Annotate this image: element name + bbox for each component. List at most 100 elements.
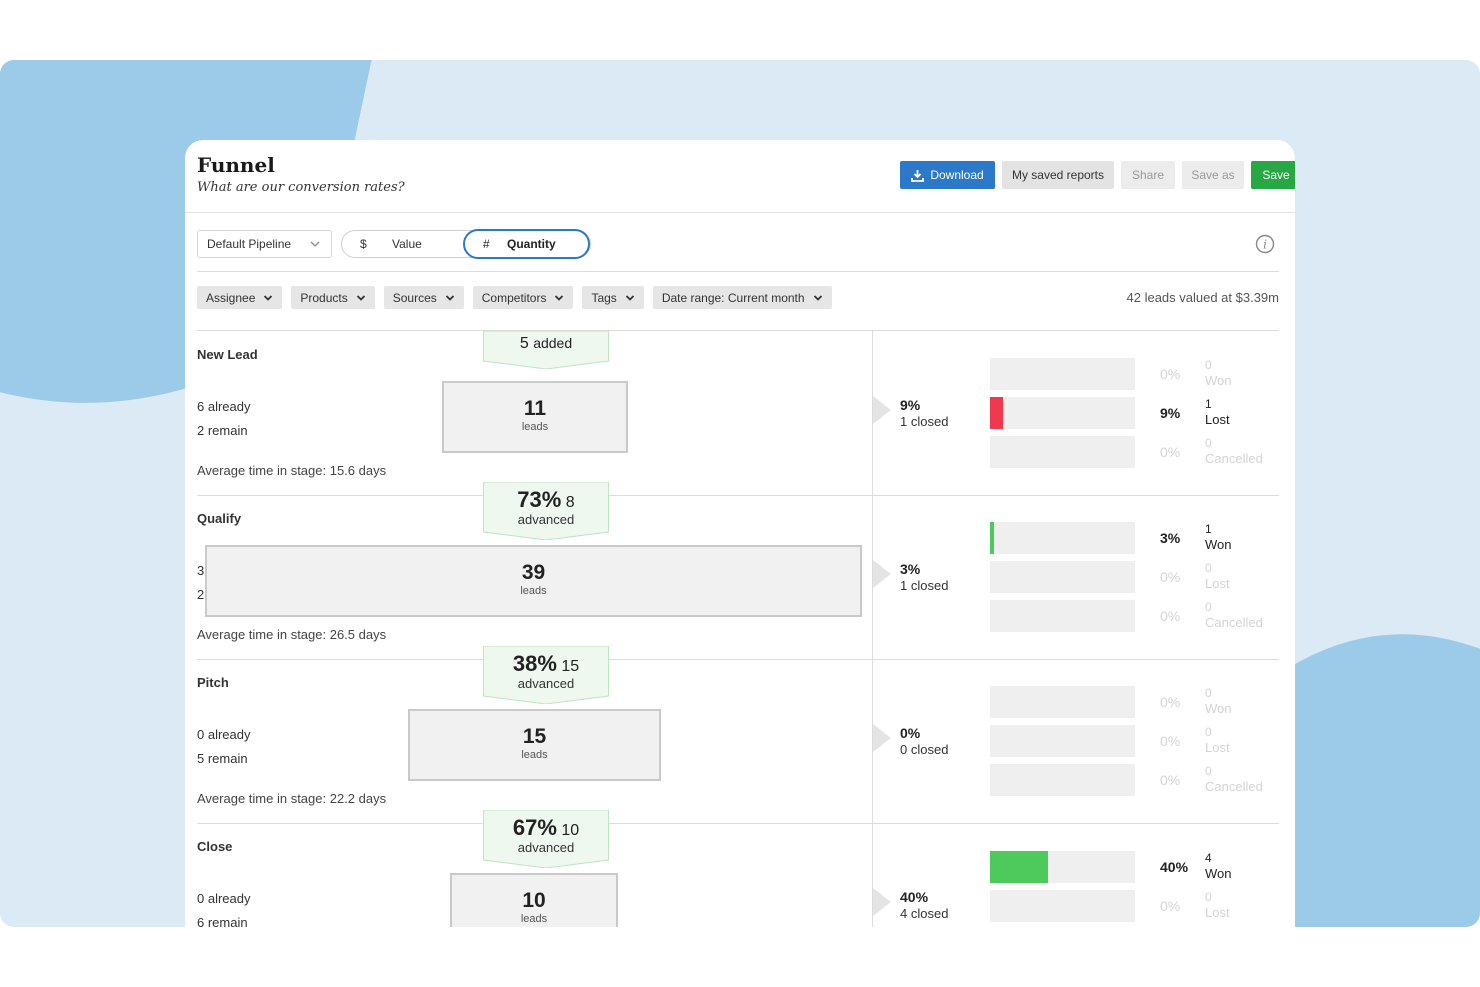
lead-count-box[interactable]: 11 leads xyxy=(442,381,628,453)
bar-fill xyxy=(990,522,994,554)
divider xyxy=(197,823,1279,824)
bar-fill xyxy=(990,851,1048,883)
already-count: 0 already xyxy=(197,891,251,906)
closed-percent: 3% xyxy=(900,561,921,577)
filter-tags[interactable]: Tags xyxy=(582,286,644,309)
stage-name: Qualify xyxy=(197,511,242,526)
outcome-count: 0 xyxy=(1205,358,1212,372)
outcome-bar-won[interactable]: 0% 0 Won xyxy=(990,686,1270,718)
closed-count: 4 closed xyxy=(900,906,949,921)
stage-name: New Lead xyxy=(197,347,258,362)
lead-unit: leads xyxy=(521,421,549,433)
outcome-bar-won[interactable]: 0% 0 Won xyxy=(990,358,1270,390)
outcome-count: 1 xyxy=(1205,522,1212,536)
saved-reports-button[interactable]: My saved reports xyxy=(1002,161,1114,189)
badge-text: 73% 8 advanced xyxy=(483,487,609,527)
outcome-bar-won[interactable]: 3% 1 Won xyxy=(990,522,1270,554)
bar-track xyxy=(990,358,1135,390)
lead-count-box[interactable]: 10 leads xyxy=(450,873,618,927)
download-icon xyxy=(911,169,925,182)
outcome-label: Won xyxy=(1205,866,1232,881)
already-count: 6 already xyxy=(197,399,251,414)
stage-name: Pitch xyxy=(197,675,229,690)
lead-count-box[interactable]: 39 leads xyxy=(205,545,862,617)
filter-assignee[interactable]: Assignee xyxy=(197,286,283,309)
filter-competitors[interactable]: Competitors xyxy=(472,286,574,309)
badge-label: advanced xyxy=(517,676,575,691)
save-button[interactable]: Save xyxy=(1251,161,1295,189)
badge-percent: 73% xyxy=(517,487,562,512)
pipeline-select[interactable]: Default Pipeline xyxy=(197,230,332,258)
lead-count: 11 xyxy=(523,397,547,420)
outcome-percent: 9% xyxy=(1160,405,1181,421)
chevron-down-icon xyxy=(813,294,822,301)
outcome-percent: 0% xyxy=(1160,898,1181,914)
filter-label: Sources xyxy=(392,290,437,305)
outcome-percent: 0% xyxy=(1160,569,1181,585)
badge-text: 67% 10 advanced xyxy=(483,815,609,855)
outcome-label: Lost xyxy=(1205,740,1230,755)
outcome-percent: 0% xyxy=(1160,733,1181,749)
outcome-percent: 3% xyxy=(1160,530,1181,546)
lead-count-box[interactable]: 15 leads xyxy=(408,709,661,781)
badge-label: advanced xyxy=(517,840,575,855)
share-button[interactable]: Share xyxy=(1121,161,1175,189)
outcome-bar-lost[interactable]: 0% 0 Lost xyxy=(990,561,1270,593)
lead-unit: leads xyxy=(520,585,547,597)
value-option[interactable]: $ Value xyxy=(342,231,464,257)
outcome-count: 4 xyxy=(1205,851,1212,865)
bar-track xyxy=(990,600,1135,632)
outcome-bar-cancelled[interactable]: 0% 0 Cancelled xyxy=(990,764,1270,796)
bar-track xyxy=(990,436,1135,468)
report-card: Funnel What are our conversion rates? Do… xyxy=(185,140,1295,927)
filter-sources[interactable]: Sources xyxy=(383,286,464,309)
outcome-count: 0 xyxy=(1205,600,1212,614)
lead-count: 15 xyxy=(522,725,547,748)
divider xyxy=(197,659,1279,660)
closed-percent: 0% xyxy=(900,725,921,741)
badge-label: advanced xyxy=(517,512,575,527)
closed-arrow-icon xyxy=(873,724,891,752)
filter-label: Products xyxy=(300,290,348,305)
outcome-bar-cancelled[interactable]: 0% 0 Cancelled xyxy=(990,600,1270,632)
info-icon[interactable]: i xyxy=(1255,234,1275,254)
bar-track xyxy=(990,561,1135,593)
closed-arrow-icon xyxy=(873,560,891,588)
page-title: Funnel xyxy=(197,153,275,177)
outcome-percent: 0% xyxy=(1160,772,1181,788)
conversion-badge: 5 added xyxy=(483,331,609,369)
download-button[interactable]: Download xyxy=(900,161,995,189)
chevron-down-icon xyxy=(555,294,564,301)
download-label: Download xyxy=(930,168,984,182)
outcome-bar-lost[interactable]: 9% 1 Lost xyxy=(990,397,1270,429)
badge-percent: 38% xyxy=(512,651,557,676)
conversion-badge: 38% 15 advanced xyxy=(483,646,609,704)
quantity-option[interactable]: # Quantity xyxy=(463,229,590,259)
chevron-down-icon xyxy=(625,294,634,301)
filter-products[interactable]: Products xyxy=(291,286,375,309)
outcome-count: 0 xyxy=(1205,764,1212,778)
outcome-bar-cancelled[interactable]: 0% 0 Cancelled xyxy=(990,436,1270,468)
outcome-bar-lost[interactable]: 0% 0 Lost xyxy=(990,890,1270,922)
page-subtitle: What are our conversion rates? xyxy=(197,180,405,195)
closed-percent: 9% xyxy=(900,397,921,413)
bar-track xyxy=(990,522,1135,554)
bar-track xyxy=(990,890,1135,922)
outcome-bar-won[interactable]: 40% 4 Won xyxy=(990,851,1270,883)
divider xyxy=(185,212,1295,213)
filter-bar: Assignee Products Sources Competitors Ta… xyxy=(197,286,832,309)
save-as-button[interactable]: Save as xyxy=(1182,161,1244,189)
outcome-label: Cancelled xyxy=(1205,451,1263,466)
outcome-percent: 40% xyxy=(1160,859,1189,875)
badge-count: 15 xyxy=(561,658,580,675)
filter-date-range[interactable]: Date range: Current month xyxy=(652,286,832,309)
column-divider xyxy=(872,330,873,927)
stage-name: Close xyxy=(197,839,233,854)
bar-fill xyxy=(990,397,1003,429)
outcome-bar-lost[interactable]: 0% 0 Lost xyxy=(990,725,1270,757)
outcome-percent: 0% xyxy=(1160,608,1181,624)
chevron-down-icon xyxy=(356,294,365,301)
remain-count: 5 remain xyxy=(197,751,248,766)
bar-track xyxy=(990,397,1135,429)
filter-label: Date range: Current month xyxy=(661,290,805,305)
